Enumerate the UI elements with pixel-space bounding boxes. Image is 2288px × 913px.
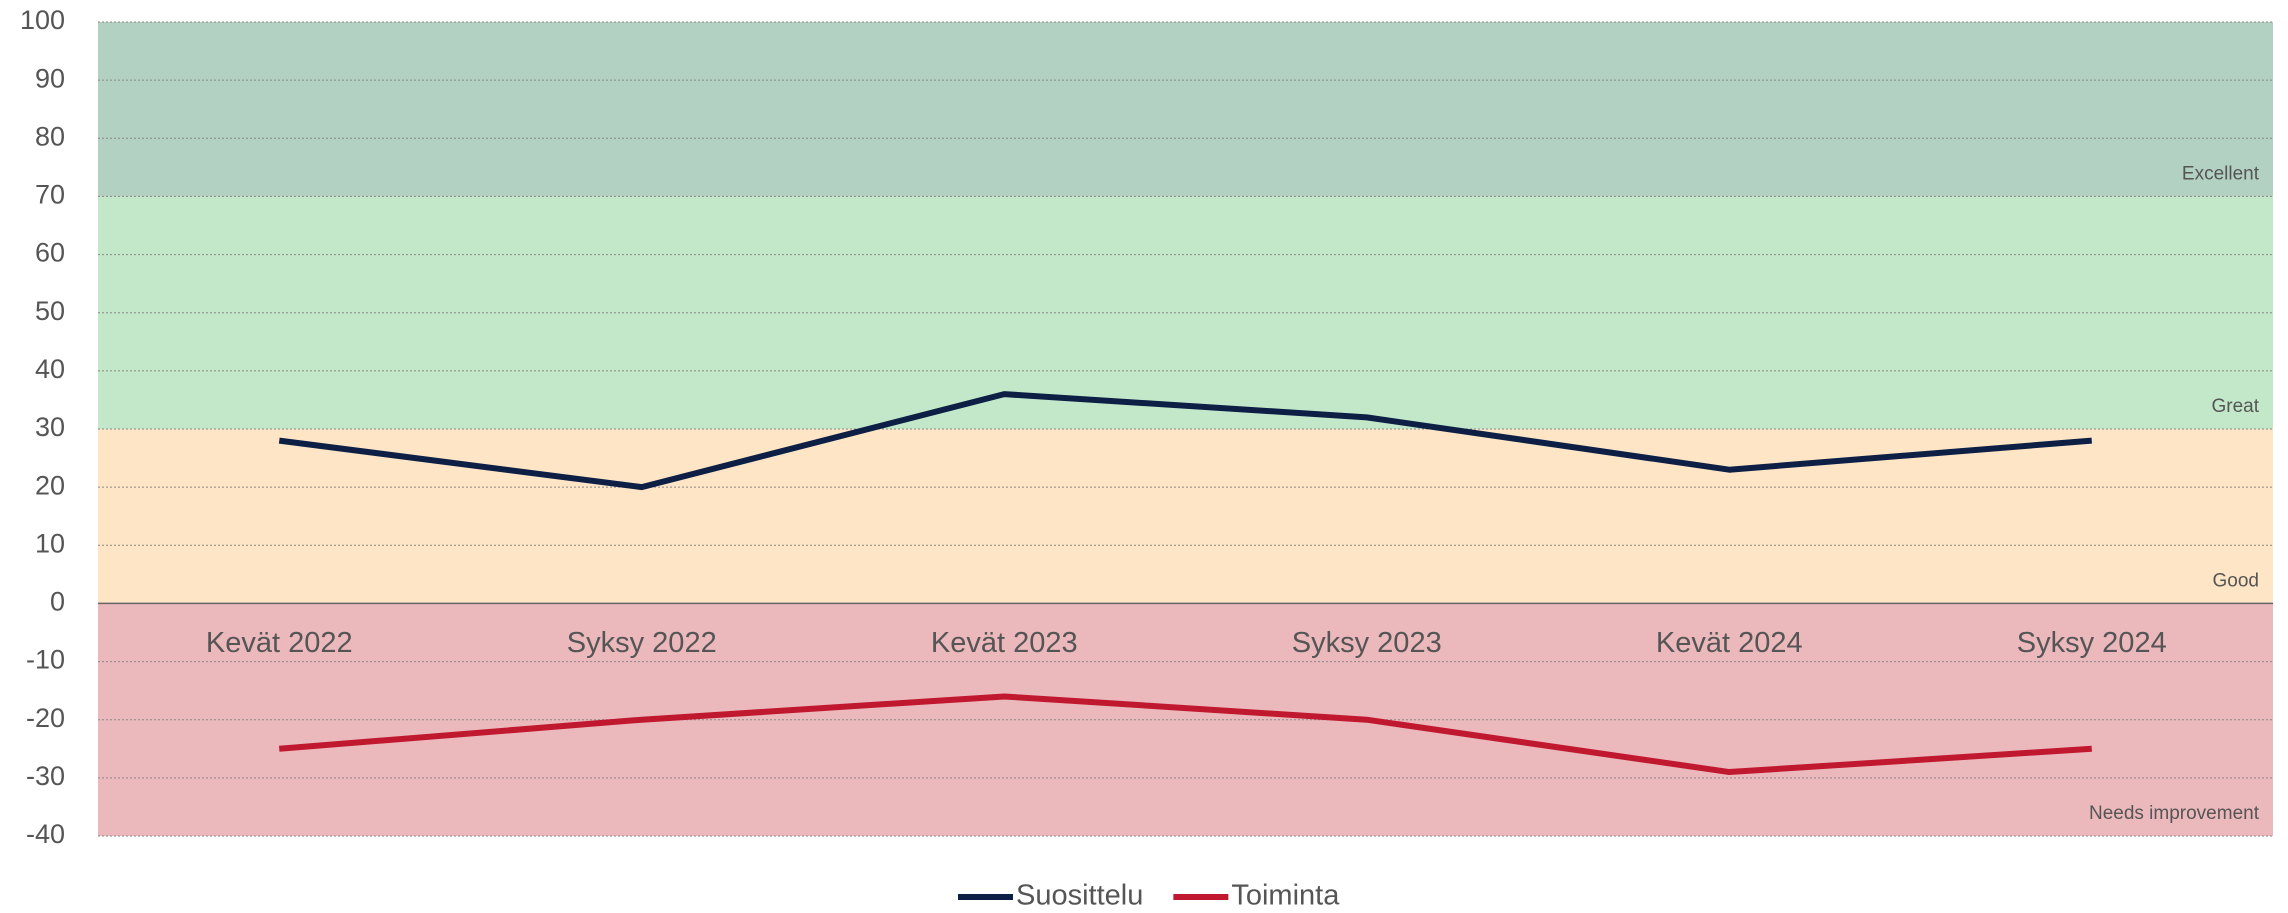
y-tick-label: 80	[35, 121, 65, 151]
y-tick-label: 70	[35, 180, 65, 210]
line	[279, 693, 2092, 776]
y-tick-label: 10	[35, 528, 65, 558]
y-tick-label: 60	[35, 238, 65, 268]
band-label: Good	[2213, 570, 2259, 591]
legend-label: Toiminta	[1231, 880, 1340, 912]
x-tick-label: Syksy 2023	[1292, 627, 1442, 659]
y-tick-label: 100	[20, 5, 65, 35]
x-tick-label: Kevät 2024	[1656, 627, 1803, 659]
x-tick-label: Syksy 2024	[2017, 627, 2167, 659]
line	[278, 391, 2092, 491]
y-tick-label: 50	[35, 296, 65, 326]
legend-label: Suosittelu	[1016, 880, 1143, 912]
x-tick-label: Kevät 2022	[206, 627, 353, 659]
y-tick-label: 40	[35, 354, 65, 384]
y-tick-label: -20	[26, 703, 65, 733]
y-tick-label: 90	[35, 63, 65, 93]
band-label: Great	[2211, 396, 2259, 417]
band	[98, 22, 2273, 197]
y-tick-label: -40	[26, 819, 65, 849]
y-tick-label: 30	[35, 412, 65, 442]
band-label: Excellent	[2182, 163, 2260, 184]
y-tick-label: 0	[50, 587, 65, 617]
y-tick-label: -10	[26, 645, 65, 675]
x-tick-label: Kevät 2023	[931, 627, 1078, 659]
band-label: Needs improvement	[2089, 803, 2260, 824]
y-tick-label: -30	[26, 761, 65, 791]
x-tick-label: Syksy 2022	[567, 627, 717, 659]
y-tick-label: 20	[35, 470, 65, 500]
